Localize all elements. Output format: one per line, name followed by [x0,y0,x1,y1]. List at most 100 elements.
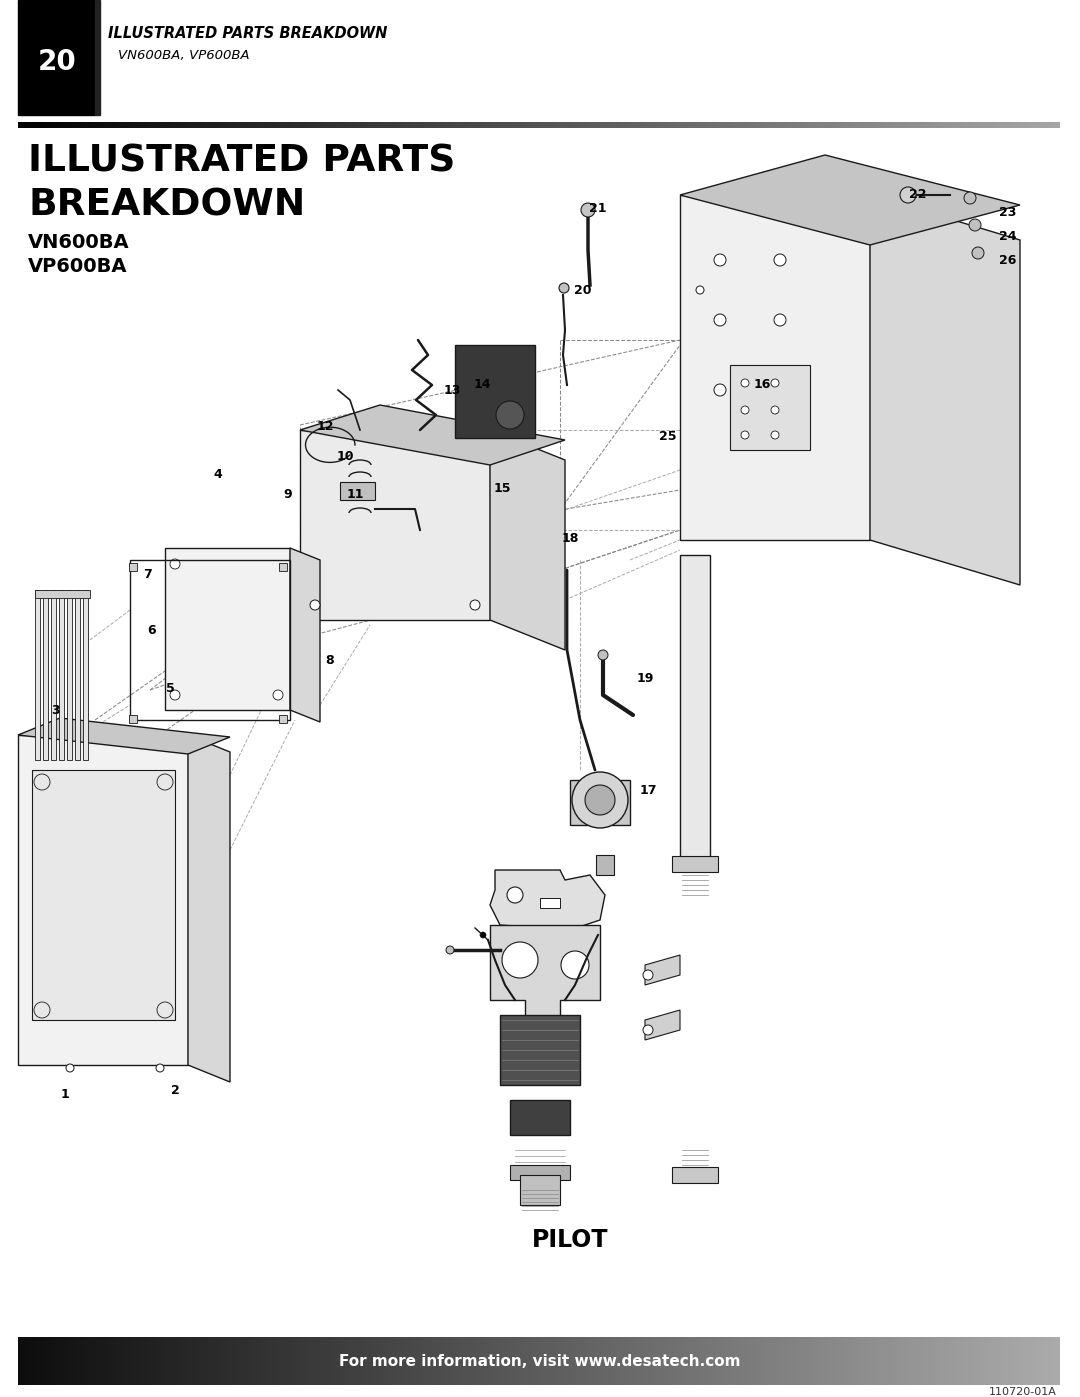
Circle shape [643,970,653,981]
Polygon shape [680,196,870,541]
Circle shape [157,774,173,789]
Bar [540,898,561,908]
Bar [570,780,630,826]
Circle shape [696,286,704,293]
Circle shape [581,203,595,217]
Text: 14: 14 [473,379,490,391]
Circle shape [585,785,615,814]
Text: 16: 16 [754,379,771,391]
Circle shape [714,314,726,326]
Text: 25: 25 [659,430,677,443]
Text: 15: 15 [494,482,511,495]
Circle shape [480,932,486,937]
Circle shape [470,599,480,610]
Polygon shape [490,870,605,930]
Text: 7: 7 [144,569,152,581]
Bar [510,1165,570,1180]
Bar [279,715,287,724]
Text: 8: 8 [326,654,335,666]
Text: ILLUSTRATED PARTS BREAKDOWN: ILLUSTRATED PARTS BREAKDOWN [108,25,388,41]
Circle shape [561,951,589,979]
Text: 12: 12 [316,420,334,433]
Circle shape [643,1025,653,1035]
Text: 6: 6 [148,623,157,637]
Polygon shape [35,590,40,760]
Bar [680,555,710,865]
Polygon shape [645,956,680,985]
Circle shape [502,942,538,978]
Bar [672,856,718,872]
Text: 20: 20 [575,284,592,296]
Circle shape [714,254,726,265]
Polygon shape [455,345,535,439]
Text: 17: 17 [639,784,657,796]
Polygon shape [18,735,188,1065]
Circle shape [900,187,916,203]
Text: 4: 4 [214,468,222,482]
Polygon shape [67,590,72,760]
Circle shape [33,774,50,789]
Text: 3: 3 [51,704,59,717]
Polygon shape [188,735,230,1083]
Polygon shape [645,1010,680,1039]
Text: 110720-01A: 110720-01A [989,1387,1057,1397]
Circle shape [964,191,976,204]
Circle shape [972,247,984,258]
Circle shape [572,773,627,828]
Circle shape [771,407,779,414]
Text: 5: 5 [165,682,174,694]
Text: 1: 1 [60,1088,69,1101]
Text: 10: 10 [336,450,354,464]
Text: 11: 11 [347,489,364,502]
Text: For more information, visit www.desatech.com: For more information, visit www.desatech… [339,1354,741,1369]
Circle shape [969,219,981,231]
Polygon shape [490,430,565,650]
Text: 22: 22 [909,189,927,201]
Bar [340,482,375,500]
Circle shape [33,1002,50,1018]
Circle shape [771,432,779,439]
Polygon shape [300,405,565,465]
Circle shape [156,1065,164,1071]
Polygon shape [75,590,80,760]
Text: ILLUSTRATED PARTS: ILLUSTRATED PARTS [28,144,456,180]
Circle shape [66,1065,75,1071]
Text: 26: 26 [999,253,1016,267]
Text: 19: 19 [636,672,653,685]
Circle shape [771,379,779,387]
Bar [500,1016,580,1085]
Polygon shape [18,718,230,754]
Circle shape [741,379,750,387]
Text: 9: 9 [284,489,293,502]
Polygon shape [83,590,87,760]
Text: VN600BA, VP600BA: VN600BA, VP600BA [118,49,249,61]
Circle shape [273,690,283,700]
Bar [519,1175,561,1206]
Text: BREAKDOWN: BREAKDOWN [28,187,306,224]
Polygon shape [490,925,600,1020]
Polygon shape [165,548,291,710]
Polygon shape [59,590,64,760]
Circle shape [741,407,750,414]
Text: 20: 20 [38,47,77,75]
Circle shape [559,284,569,293]
Text: 23: 23 [999,205,1016,218]
Text: 21: 21 [590,201,607,215]
Circle shape [496,401,524,429]
Text: 18: 18 [562,531,579,545]
Bar [95,0,100,115]
Circle shape [774,314,786,326]
Circle shape [741,432,750,439]
Bar [18,0,95,115]
Polygon shape [730,365,810,450]
Circle shape [598,650,608,659]
Text: 2: 2 [171,1084,179,1097]
Bar [129,715,137,724]
Text: PILOT: PILOT [531,1228,608,1252]
Circle shape [446,946,454,954]
Polygon shape [43,590,48,760]
Circle shape [714,384,726,395]
Text: 13: 13 [443,384,461,397]
Polygon shape [680,155,1020,244]
Polygon shape [32,770,175,1020]
